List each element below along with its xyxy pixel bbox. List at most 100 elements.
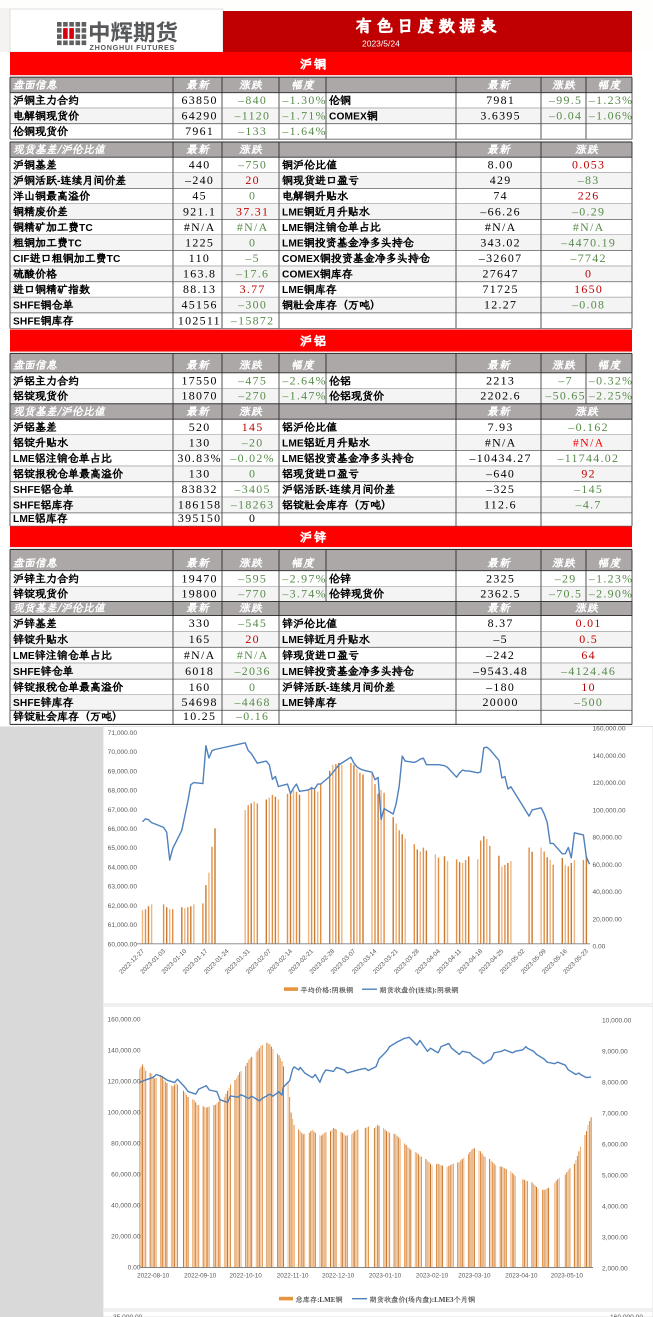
svg-text:SHFE: SHFE [13, 667, 41, 678]
svg-text::LME: :LME [317, 1296, 336, 1304]
svg-text:LME: LME [282, 207, 304, 218]
svg-text:–300: –300 [237, 298, 267, 312]
svg-text:2022-08-10: 2022-08-10 [137, 1273, 170, 1280]
svg-text:–1.23%: –1.23% [588, 571, 633, 585]
svg-text:–0.04: –0.04 [548, 109, 582, 123]
svg-text:186158: 186158 [178, 498, 221, 512]
svg-text:–2.97%: –2.97% [281, 571, 326, 585]
svg-text:–242: –242 [485, 648, 515, 662]
svg-text:–2.90%: –2.90% [588, 586, 633, 600]
svg-text:37.31: 37.31 [236, 204, 269, 218]
svg-text:10: 10 [581, 680, 596, 694]
svg-text:COMEX: COMEX [282, 270, 320, 281]
svg-text:68,000.00: 68,000.00 [108, 788, 138, 795]
svg-text:66,000.00: 66,000.00 [108, 826, 138, 833]
svg-text:80,000.00: 80,000.00 [111, 1141, 141, 1148]
svg-text:–0.32%: –0.32% [588, 374, 633, 388]
svg-text:–50.65: –50.65 [544, 389, 586, 403]
svg-text:–750: –750 [237, 158, 267, 172]
svg-text:71725: 71725 [483, 282, 519, 296]
svg-text:60,000.00: 60,000.00 [108, 941, 138, 948]
svg-text:–7742: –7742 [570, 251, 607, 265]
svg-text:140,000.00: 140,000.00 [107, 1048, 140, 1055]
svg-text:395150: 395150 [178, 511, 221, 525]
svg-text:2325: 2325 [486, 571, 515, 585]
svg-text:SHFE: SHFE [13, 501, 41, 512]
svg-text:2,000.00: 2,000.00 [602, 1266, 628, 1273]
svg-text:–595: –595 [237, 571, 267, 585]
svg-text:70,000.00: 70,000.00 [108, 749, 138, 756]
svg-text:LME: LME [282, 223, 304, 234]
svg-text:(: ( [416, 987, 419, 995]
svg-text:45156: 45156 [182, 298, 218, 312]
svg-text:3,000.00: 3,000.00 [602, 1235, 628, 1242]
svg-text:#N/A: #N/A [184, 220, 216, 234]
svg-text:–20: –20 [241, 435, 264, 449]
svg-text:–1.06%: –1.06% [588, 109, 633, 123]
svg-text:–15872: –15872 [230, 313, 274, 327]
svg-text:520: 520 [189, 420, 211, 434]
svg-text:–10434.27: –10434.27 [469, 451, 532, 465]
svg-text:60,000.00: 60,000.00 [111, 1172, 141, 1179]
svg-text:–840: –840 [237, 93, 267, 107]
svg-text:–83: –83 [577, 173, 600, 187]
svg-text:SHFE: SHFE [13, 698, 41, 709]
svg-text:8.00: 8.00 [488, 158, 514, 172]
svg-text:40,000.00: 40,000.00 [593, 889, 623, 896]
svg-text:–32607: –32607 [478, 251, 522, 265]
svg-text:TC: TC [79, 223, 93, 234]
svg-text:LME: LME [282, 454, 304, 465]
svg-text:20: 20 [245, 632, 260, 646]
svg-text:–1.30%: –1.30% [281, 93, 326, 107]
svg-text:160,000.00: 160,000.00 [610, 1314, 643, 1317]
svg-text:8,000.00: 8,000.00 [602, 1080, 628, 1087]
svg-text:145: 145 [242, 420, 264, 434]
svg-text:–9543.48: –9543.48 [472, 664, 528, 678]
svg-text:-: - [57, 176, 61, 187]
svg-text:330: 330 [189, 616, 211, 630]
svg-text:130: 130 [189, 435, 211, 449]
svg-text:–7: –7 [557, 374, 573, 388]
svg-text:LME: LME [13, 514, 35, 525]
svg-text:#N/A: #N/A [573, 435, 605, 449]
svg-text:63,000.00: 63,000.00 [108, 884, 138, 891]
svg-text:–4.7: –4.7 [575, 498, 602, 512]
svg-text:1225: 1225 [185, 235, 214, 249]
svg-text:–4124.46: –4124.46 [560, 664, 616, 678]
svg-text:–770: –770 [237, 586, 267, 600]
svg-text:LME: LME [13, 454, 35, 465]
svg-text:–1120: –1120 [234, 109, 271, 123]
svg-text:45: 45 [192, 189, 207, 203]
svg-text:7961: 7961 [185, 124, 214, 138]
svg-text:2023-02-10: 2023-02-10 [416, 1273, 449, 1280]
svg-text:–640: –640 [485, 467, 515, 481]
svg-text:0.00: 0.00 [593, 944, 606, 951]
svg-text:19470: 19470 [182, 571, 218, 585]
svg-text:):LME3: ):LME3 [429, 1296, 454, 1304]
svg-text:102511: 102511 [178, 313, 221, 327]
svg-text:2023-03-10: 2023-03-10 [458, 1273, 491, 1280]
svg-text:0.00: 0.00 [128, 1265, 141, 1272]
svg-text:–3.74%: –3.74% [281, 586, 326, 600]
svg-text:–4468: –4468 [234, 695, 271, 709]
svg-text:COMEX: COMEX [282, 254, 320, 265]
svg-text:88.13: 88.13 [183, 282, 216, 296]
svg-text:–1.23%: –1.23% [588, 93, 633, 107]
svg-text:–0.08: –0.08 [571, 298, 605, 312]
svg-text:–0.16: –0.16 [235, 709, 269, 723]
svg-text:0: 0 [249, 680, 256, 694]
svg-text:40,000.00: 40,000.00 [111, 1203, 141, 1210]
svg-text:440: 440 [189, 158, 211, 172]
svg-text:64290: 64290 [182, 109, 218, 123]
svg-text:–66.26: –66.26 [479, 204, 521, 218]
svg-text:112.6: 112.6 [484, 498, 517, 512]
svg-text:10,000.00: 10,000.00 [602, 1018, 632, 1025]
svg-text:69,000.00: 69,000.00 [108, 768, 138, 775]
svg-text:#N/A: #N/A [237, 220, 269, 234]
svg-text:LME: LME [282, 667, 304, 678]
svg-text:61,000.00: 61,000.00 [108, 922, 138, 929]
svg-text:17550: 17550 [182, 374, 218, 388]
svg-text:120,000.00: 120,000.00 [107, 1079, 140, 1086]
svg-text:2362.5: 2362.5 [480, 586, 521, 600]
svg-text:–5: –5 [244, 251, 260, 265]
